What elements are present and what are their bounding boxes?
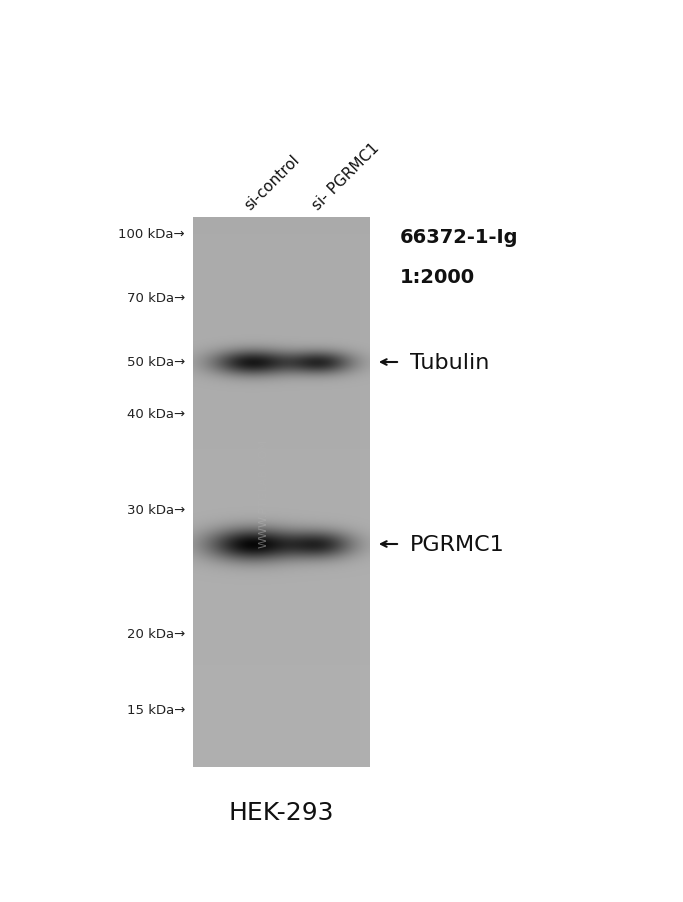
Text: Tubulin: Tubulin <box>410 353 490 373</box>
Text: HEK-293: HEK-293 <box>229 800 334 824</box>
Text: 66372-1-Ig: 66372-1-Ig <box>400 227 518 247</box>
Text: 15 kDa→: 15 kDa→ <box>126 703 185 715</box>
Text: 70 kDa→: 70 kDa→ <box>127 291 185 304</box>
Text: 30 kDa→: 30 kDa→ <box>127 503 185 516</box>
Text: PGRMC1: PGRMC1 <box>410 534 505 555</box>
Text: 1:2000: 1:2000 <box>400 268 475 287</box>
Text: 50 kDa→: 50 kDa→ <box>127 356 185 369</box>
Text: si- PGRMC1: si- PGRMC1 <box>309 140 382 213</box>
Text: si-control: si-control <box>241 152 302 213</box>
Text: 100 kDa→: 100 kDa→ <box>118 227 185 240</box>
Text: WWW.PTGLAB.COM: WWW.PTGLAB.COM <box>259 438 269 547</box>
Text: 20 kDa→: 20 kDa→ <box>127 628 185 640</box>
Text: 40 kDa→: 40 kDa→ <box>127 408 185 421</box>
